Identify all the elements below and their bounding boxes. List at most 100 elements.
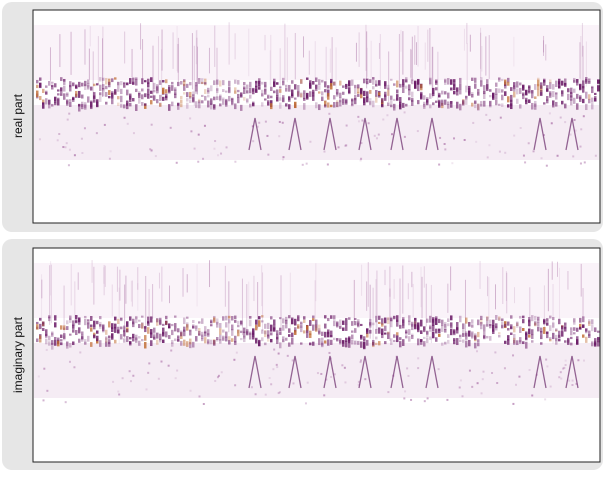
band-blob: [354, 321, 357, 325]
speck: [328, 352, 330, 354]
band-blob: [309, 91, 312, 97]
band-blob: [69, 99, 72, 102]
speck: [438, 368, 440, 370]
band-blob: [510, 95, 513, 102]
band-blob: [276, 334, 279, 339]
band-blob: [354, 95, 357, 101]
band-blob: [279, 328, 282, 331]
band-blob: [558, 339, 561, 342]
speck: [266, 135, 268, 137]
band-blob: [450, 101, 453, 104]
band-blob: [36, 85, 39, 88]
band-blob: [135, 104, 138, 111]
band-blob: [276, 89, 279, 96]
band-blob: [531, 329, 534, 335]
band-blob: [264, 82, 267, 87]
band-blob: [210, 85, 213, 91]
band-blob: [264, 324, 267, 329]
band-blob: [303, 317, 306, 320]
band-blob: [267, 339, 270, 342]
band-blob: [402, 79, 405, 85]
band-blob: [192, 326, 195, 328]
band-blob: [195, 101, 198, 108]
speck: [427, 397, 429, 399]
band-blob: [201, 78, 204, 84]
band-blob: [522, 316, 525, 319]
speck: [387, 391, 389, 393]
band-blob: [396, 98, 399, 101]
band-blob: [147, 327, 150, 334]
band-blob: [234, 91, 237, 94]
band-blob: [465, 318, 468, 324]
band-blob: [387, 318, 390, 320]
band-blob: [585, 92, 588, 99]
speck: [65, 401, 67, 403]
band-blob: [189, 99, 192, 103]
band-blob: [561, 331, 564, 336]
speck: [68, 164, 70, 166]
speck: [358, 384, 360, 386]
band-blob: [510, 333, 513, 335]
band-blob: [93, 335, 96, 339]
band-blob: [162, 97, 165, 101]
band-blob: [330, 335, 333, 337]
speck: [504, 152, 506, 154]
band-blob: [366, 340, 369, 346]
band-blob: [399, 325, 402, 329]
band-blob: [429, 336, 432, 339]
band-blob: [450, 325, 453, 327]
speck: [269, 377, 271, 379]
band-blob: [288, 328, 291, 333]
band-blob: [300, 93, 303, 97]
band-blob: [75, 315, 78, 319]
band-blob: [249, 88, 252, 93]
band-blob: [78, 327, 81, 333]
speck: [407, 375, 409, 377]
band-blob: [498, 104, 501, 106]
band-blob: [234, 103, 237, 109]
band-blob: [267, 95, 270, 99]
band-blob: [420, 84, 423, 90]
band-blob: [120, 334, 123, 339]
band-blob: [324, 81, 327, 87]
band-blob: [465, 331, 468, 336]
band-blob: [213, 340, 216, 346]
band-blob: [57, 341, 60, 347]
band-blob: [231, 102, 234, 105]
band-blob: [492, 93, 495, 96]
band-blob: [216, 337, 219, 340]
band-blob: [594, 98, 597, 102]
band-blob: [384, 318, 387, 324]
band-blob: [339, 100, 342, 106]
band-blob: [468, 322, 471, 327]
band-blob: [354, 318, 357, 320]
band-blob: [99, 85, 102, 91]
speck: [270, 383, 272, 385]
band-blob: [387, 102, 390, 106]
speck: [570, 134, 572, 136]
speck: [444, 143, 446, 145]
band-blob: [297, 85, 300, 91]
speck: [149, 148, 151, 150]
speck: [580, 162, 582, 164]
band-blob: [156, 333, 159, 339]
band-blob: [573, 332, 576, 334]
band-blob: [96, 102, 99, 108]
band-blob: [339, 93, 342, 98]
band-blob: [471, 94, 474, 97]
band-blob: [72, 341, 75, 345]
band-blob: [282, 97, 285, 102]
band-blob: [324, 332, 327, 338]
speck: [496, 382, 498, 384]
band-blob: [174, 316, 177, 318]
band-blob: [261, 90, 264, 96]
speck: [476, 350, 478, 352]
band-blob: [54, 337, 57, 340]
speck: [334, 373, 336, 375]
band-blob: [42, 103, 45, 109]
band-blob: [222, 316, 225, 320]
speck: [198, 134, 200, 136]
band-blob: [78, 91, 81, 98]
band-blob: [219, 96, 222, 100]
band-blob: [327, 102, 330, 107]
